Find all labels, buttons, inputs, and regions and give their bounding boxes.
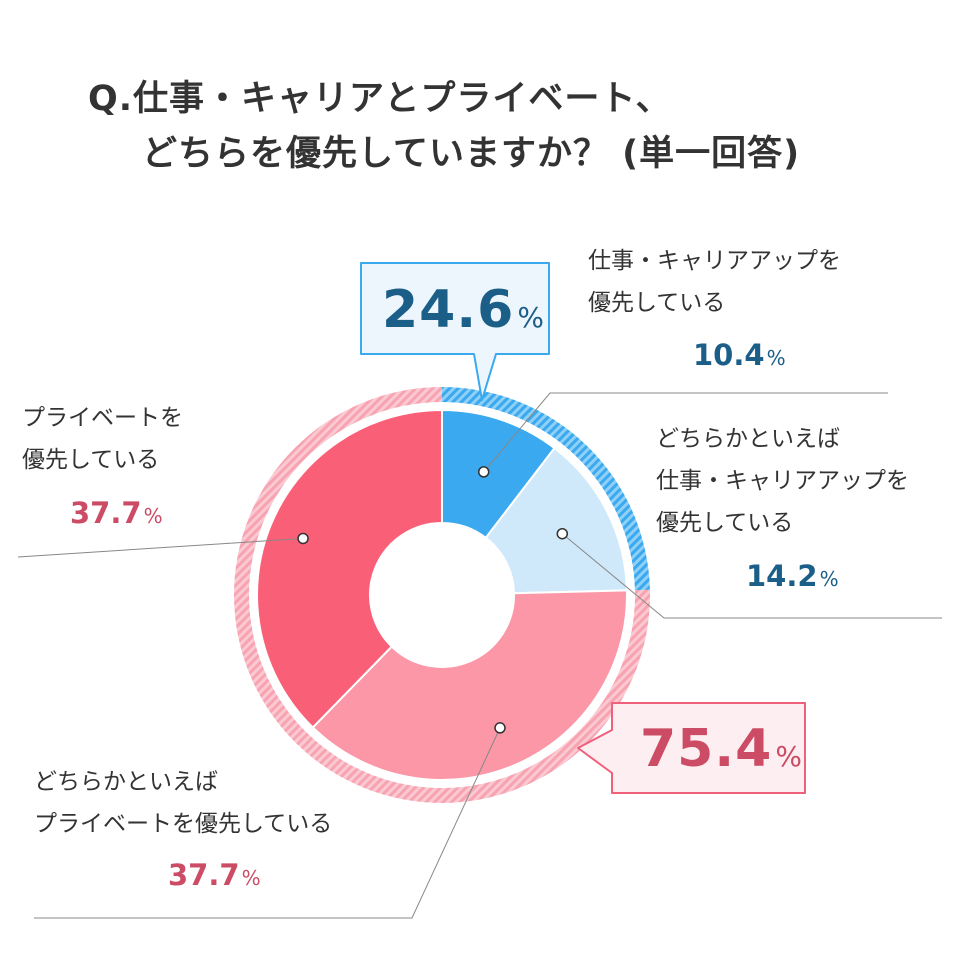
- slice-label-lean-work: どちらかといえば 仕事・キャリアアップを 優先している: [656, 426, 909, 536]
- leader-line-work: [483, 392, 888, 473]
- leader-line-private: [17, 537, 304, 558]
- slice-value-lean-work: 14.2%: [746, 559, 839, 593]
- slice-value-work: 10.4%: [693, 338, 786, 372]
- group-ring-work: [442, 387, 650, 591]
- leader-line-lean-private-dot: [494, 722, 506, 734]
- slice-lean-private: [311, 589, 628, 781]
- group-callout-bubble-blue: [360, 262, 550, 401]
- group-callout-bubble-red: [577, 702, 806, 794]
- slice-private: [256, 408, 443, 729]
- leader-line-work-dot: [477, 466, 490, 478]
- group-value-private: 75.4%: [640, 719, 803, 779]
- chart-title-line2: どちらを優先していますか？ (単一回答): [142, 134, 801, 174]
- slice-value-private: 37.7%: [70, 496, 163, 530]
- leader-line-lean-work-dot: [556, 527, 569, 540]
- leader-line-private-dot: [297, 532, 309, 545]
- group-value-work: 24.6%: [382, 280, 545, 340]
- slice-label-lean-private: どちらかといえば プライベートを優先している: [34, 769, 333, 837]
- slice-lean-work: [484, 446, 628, 595]
- chart-title-line1: Q.仕事・キャリアとプライベート、: [88, 79, 672, 119]
- leader-line-lean-private: [34, 727, 501, 919]
- slice-label-work: 仕事・キャリアアップを 優先している: [588, 248, 841, 316]
- slice-label-private: プライベートを 優先している: [22, 405, 183, 473]
- leader-line-lean-work: [561, 533, 942, 619]
- slice-value-lean-private: 37.7%: [168, 858, 261, 892]
